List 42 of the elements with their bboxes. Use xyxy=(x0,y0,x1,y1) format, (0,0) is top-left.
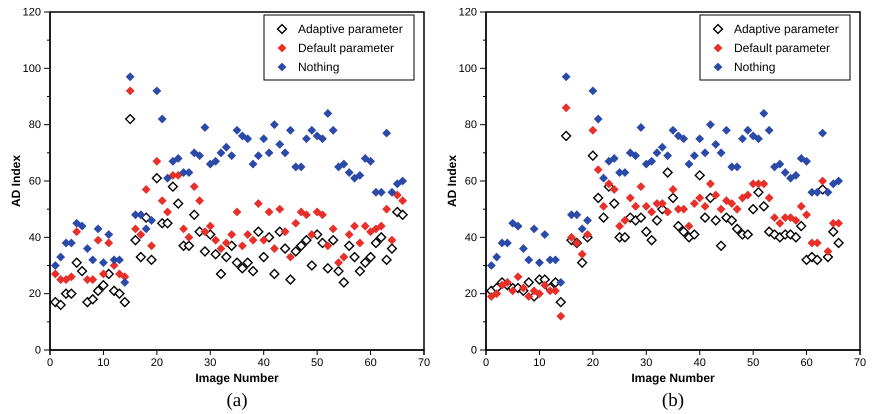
x-tick-label: 60 xyxy=(800,356,813,369)
x-tick-label: 70 xyxy=(418,356,430,369)
y-tick-label: 0 xyxy=(470,344,477,357)
x-tick-label: 20 xyxy=(150,356,163,369)
x-tick-label: 0 xyxy=(482,356,490,369)
x-tick-label: 10 xyxy=(97,356,110,369)
x-tick-label: 70 xyxy=(854,356,866,369)
y-tick-label: 20 xyxy=(28,288,41,300)
x-axis-title: Image Number xyxy=(631,371,716,385)
legend-label: Nothing xyxy=(298,60,340,74)
y-tick-label: 120 xyxy=(22,6,41,19)
legend-label: Default parameter xyxy=(734,41,830,55)
x-tick-label: 60 xyxy=(364,356,377,369)
x-axis-title: Image Number xyxy=(195,371,280,385)
x-tick-label: 50 xyxy=(311,356,324,369)
y-tick-label: 40 xyxy=(464,232,477,244)
y-tick-label: 60 xyxy=(28,176,41,188)
x-tick-label: 30 xyxy=(640,356,652,369)
y-axis-title: AD Index xyxy=(9,154,23,208)
y-tick-label: 80 xyxy=(464,119,477,132)
text: (a) xyxy=(226,390,248,411)
x-tick-label: 50 xyxy=(747,356,760,369)
text: (b) xyxy=(662,390,684,411)
y-tick-label: 120 xyxy=(458,6,477,19)
x-tick-label: 40 xyxy=(258,356,270,369)
x-tick-label: 10 xyxy=(533,356,546,369)
y-axis-title: AD Index xyxy=(445,154,459,208)
y-tick-label: 20 xyxy=(464,288,477,300)
legend-label: Adaptive parameter xyxy=(298,22,403,36)
y-tick-label: 0 xyxy=(34,344,41,357)
y-tick-label: 40 xyxy=(28,232,41,244)
y-tick-label: 100 xyxy=(458,62,477,75)
y-tick-label: 80 xyxy=(28,119,41,132)
y-tick-label: 100 xyxy=(22,62,41,75)
y-tick-label: 60 xyxy=(464,176,477,188)
x-tick-label: 40 xyxy=(694,356,706,369)
legend-label: Default parameter xyxy=(298,41,394,55)
legend-label: Nothing xyxy=(734,60,776,74)
legend-label: Adaptive parameter xyxy=(734,22,839,36)
x-tick-label: 0 xyxy=(46,356,54,369)
x-tick-label: 20 xyxy=(586,356,599,369)
x-tick-label: 30 xyxy=(204,356,216,369)
